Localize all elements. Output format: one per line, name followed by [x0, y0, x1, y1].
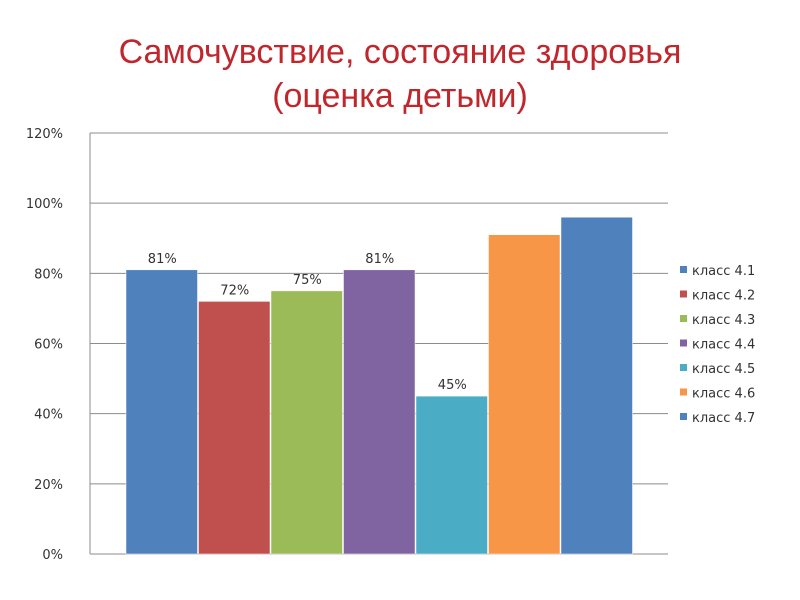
y-tick-label: 120%: [26, 127, 63, 142]
y-tick-label: 60%: [34, 338, 63, 353]
bar: [270, 290, 343, 555]
legend-label: класс 4.3: [692, 313, 755, 328]
y-tick-label: 20%: [34, 478, 63, 493]
legend-swatch: [680, 266, 687, 273]
legend-swatch: [680, 413, 687, 420]
y-tick-label: 80%: [34, 267, 63, 282]
legend-swatch: [680, 315, 687, 322]
legend-label: класс 4.2: [692, 289, 755, 304]
y-tick-label: 100%: [26, 197, 63, 212]
data-label: 72%: [220, 283, 249, 298]
legend-label: класс 4.4: [692, 338, 755, 353]
slide-title-line-1: Самочувствие, состояние здоровья: [118, 33, 682, 71]
bar: [125, 269, 198, 555]
y-tick-label: 40%: [34, 408, 63, 423]
slide-title-line-2: (оценка детьми): [272, 77, 528, 115]
data-label: 81%: [148, 252, 177, 267]
legend-swatch: [680, 290, 687, 298]
legend-label: класс 4.5: [692, 362, 755, 377]
bar: [343, 269, 416, 555]
legend-label: класс 4.1: [692, 264, 755, 279]
legend-swatch: [680, 364, 687, 371]
legend-label: класс 4.7: [692, 411, 755, 426]
legend-swatch: [680, 339, 687, 347]
legend-swatch: [680, 388, 687, 396]
bar: [415, 395, 488, 555]
data-label: 75%: [293, 273, 322, 288]
bar: [488, 234, 561, 555]
slide-title: Самочувствие, состояние здоровья (оценка…: [0, 30, 800, 118]
y-tick-label: 0%: [42, 548, 63, 563]
data-label: 45%: [438, 378, 467, 393]
legend-label: класс 4.6: [692, 387, 755, 402]
bar: [198, 301, 271, 555]
data-label: 81%: [365, 252, 394, 267]
bar: [560, 216, 633, 555]
